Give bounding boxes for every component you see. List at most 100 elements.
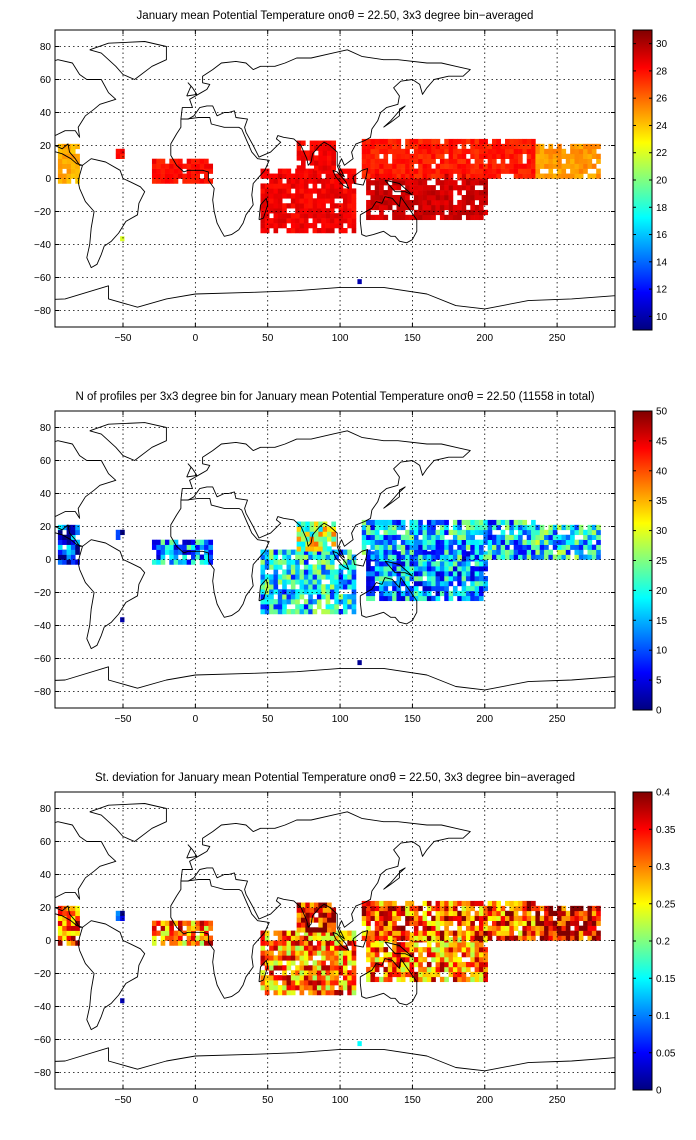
data-cell (334, 604, 339, 610)
data-cell (461, 163, 467, 169)
data-cell (361, 930, 367, 936)
data-cell (544, 920, 549, 926)
data-cell (457, 561, 462, 567)
data-cell (418, 576, 423, 582)
data-cell (277, 213, 283, 219)
coastline (359, 196, 418, 244)
data-cell (327, 922, 332, 928)
data-cell (422, 971, 428, 978)
data-cell (338, 940, 344, 946)
data-cell (299, 559, 305, 565)
data-cell (478, 585, 484, 592)
data-cell (591, 143, 597, 150)
data-cell (286, 599, 292, 605)
data-cell (295, 930, 300, 936)
data-cell (496, 925, 501, 931)
data-cell (331, 531, 337, 537)
data-cell (295, 945, 300, 951)
data-cell (342, 604, 348, 610)
data-cell (305, 927, 310, 933)
data-cell (392, 952, 397, 958)
data-cell (444, 905, 449, 912)
data-cell (260, 945, 266, 951)
coastline (55, 440, 117, 547)
data-cell (418, 595, 423, 602)
data-cell (478, 138, 484, 145)
data-cell (413, 185, 419, 191)
data-cell (448, 595, 454, 602)
data-cell (374, 529, 380, 536)
data-cell (400, 158, 406, 164)
data-cell (347, 935, 352, 941)
data-cell (296, 907, 302, 913)
data-cell (269, 193, 274, 199)
data-cell (561, 539, 567, 545)
data-cell (413, 935, 419, 941)
data-cell (596, 554, 601, 560)
data-cell (321, 609, 326, 615)
data-region (151, 158, 214, 184)
data-cell (478, 524, 484, 531)
data-cell (329, 584, 335, 590)
data-cell (277, 960, 283, 966)
data-cell (435, 195, 441, 201)
data-cell (151, 930, 157, 936)
data-cell (496, 549, 501, 555)
data-cell (418, 180, 423, 186)
data-cell (518, 158, 523, 164)
data-cell (334, 183, 339, 189)
data-cell (387, 976, 393, 983)
data-cell (318, 160, 324, 166)
data-cell (379, 942, 384, 948)
data-cell (487, 930, 493, 936)
data-cell (160, 544, 166, 550)
data-cell (374, 935, 380, 941)
data-cell (286, 609, 292, 615)
data-cell (351, 203, 357, 209)
data-cell (387, 204, 393, 211)
data-cell (383, 148, 389, 155)
data-cell (273, 584, 279, 590)
data-cell (316, 975, 322, 981)
data-cell (431, 549, 436, 555)
data-cell (500, 143, 506, 150)
data-cell (269, 564, 274, 570)
data-cell (544, 549, 549, 555)
data-cell (478, 920, 484, 926)
data-cell (539, 554, 545, 560)
data-cell (370, 961, 376, 968)
data-cell (578, 163, 584, 169)
data-cell (347, 940, 352, 946)
data-cell (299, 579, 305, 585)
data-cell (418, 580, 423, 587)
data-cell (314, 155, 319, 161)
data-cell (321, 990, 326, 996)
coastline (352, 168, 369, 186)
data-cell (329, 188, 335, 194)
data-cell (578, 925, 584, 931)
data-cell (465, 595, 471, 602)
data-cell (483, 190, 488, 196)
data-cell (312, 970, 318, 976)
data-cell (273, 183, 279, 189)
data-cell (548, 920, 554, 926)
data-cell (435, 920, 441, 926)
data-cell (329, 990, 335, 996)
data-cell (483, 920, 488, 926)
data-cell (305, 902, 310, 908)
data-cell (383, 204, 389, 211)
colorbar-tick-label: 20 (656, 176, 668, 187)
data-cell (334, 589, 339, 595)
data-cell (470, 554, 475, 560)
data-cell (260, 579, 266, 585)
data-cell (405, 204, 410, 211)
data-cell (448, 952, 454, 958)
data-cell (513, 173, 519, 179)
data-cell (342, 198, 348, 204)
data-cell (557, 544, 562, 550)
data-cell (461, 556, 467, 562)
data-cell (305, 150, 310, 156)
data-cell (325, 193, 331, 199)
data-cell (409, 952, 415, 958)
data-cell (513, 168, 519, 174)
